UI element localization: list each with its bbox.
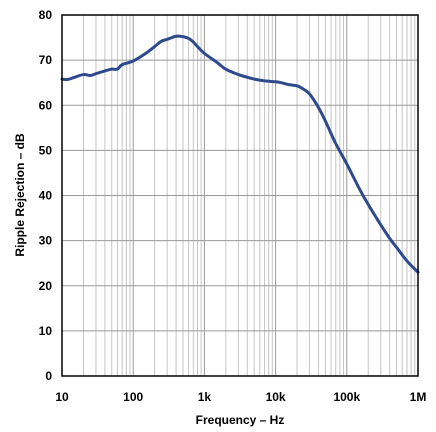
y-tick-label: 10: [39, 324, 53, 338]
x-axis-title: Frequency – Hz: [196, 413, 285, 427]
series-line: [60, 34, 420, 274]
x-tick-labels: 10 100 1k 10k 100k 1M: [55, 390, 426, 404]
plot-frame: [61, 14, 419, 377]
y-tick-labels: 0 10 20 30 40 50 60 70 80: [39, 8, 53, 383]
x-tick-label: 10: [55, 390, 69, 404]
series-group: [60, 34, 420, 274]
grid: [62, 15, 418, 376]
y-tick-label: 0: [45, 369, 52, 383]
y-tick-label: 50: [39, 143, 53, 157]
y-tick-label: 60: [39, 98, 53, 112]
x-tick-label: 1k: [198, 390, 212, 404]
y-tick-label: 80: [39, 8, 53, 22]
y-tick-label: 40: [39, 189, 53, 203]
y-tick-label: 20: [39, 279, 53, 293]
x-tick-label: 10k: [266, 390, 286, 404]
y-tick-label: 70: [39, 53, 53, 67]
y-tick-label: 30: [39, 234, 53, 248]
y-axis-title: Ripple Rejection – dB: [13, 133, 27, 257]
x-tick-label: 100k: [333, 390, 360, 404]
x-tick-label: 100: [123, 390, 143, 404]
x-tick-label: 1M: [410, 390, 427, 404]
